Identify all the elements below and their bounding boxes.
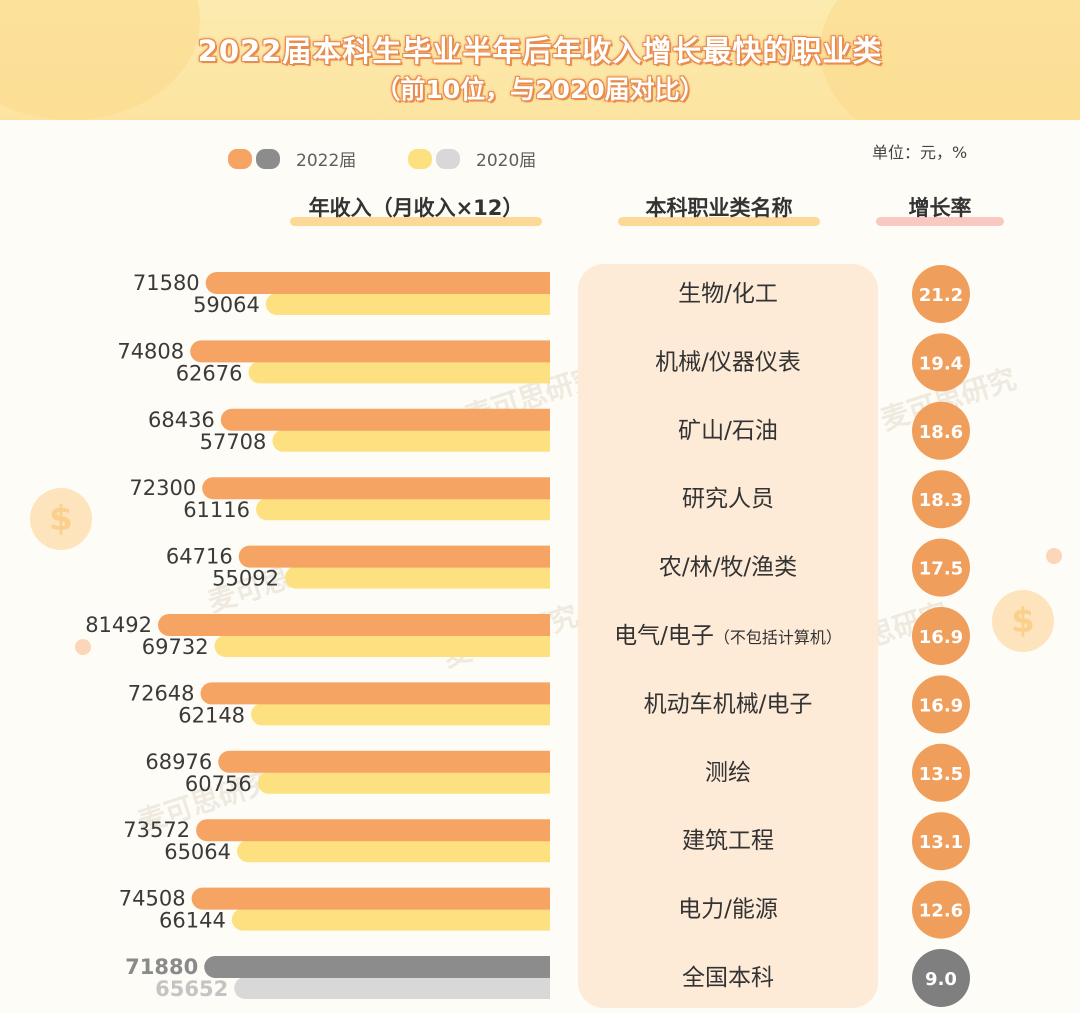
- growth-rate-label: 17.5: [919, 559, 963, 580]
- growth-rate-label: 19.4: [919, 353, 963, 374]
- growth-rate-circle: [912, 949, 970, 1007]
- growth-rate-circle: [912, 470, 970, 529]
- bar-2022: [205, 272, 550, 294]
- category-name-panel: [578, 264, 878, 1008]
- watermark: 麦可思研究: [438, 599, 583, 674]
- growth-rate-label: 16.9: [919, 695, 963, 716]
- legend-label-2020: 2020届: [476, 151, 537, 171]
- rate-column-header: 增长率: [876, 192, 1004, 226]
- bar-2020: [237, 840, 550, 863]
- bar-2020: [265, 293, 550, 315]
- growth-rate-circle: [912, 743, 970, 802]
- value-label-2022: 68976: [145, 750, 212, 774]
- value-label-2020: 66144: [159, 909, 226, 933]
- legend-swatch-2020: [408, 148, 432, 169]
- bar-2020: [272, 429, 550, 452]
- growth-rate-circle: [912, 675, 970, 734]
- bar-2020: [256, 498, 550, 521]
- growth-rate-circle: [912, 538, 970, 597]
- legend-swatch-2022: [228, 148, 252, 169]
- bar-2022: [196, 819, 550, 842]
- coin-decor-icon: $: [992, 590, 1054, 652]
- name-column-label: 本科职业类名称: [645, 196, 793, 220]
- chart-subtitle: （前10位，与2020届对比）: [375, 75, 705, 104]
- value-label-2022: 74508: [119, 887, 186, 911]
- value-label-2020: 62148: [178, 703, 245, 727]
- income-column-header: 年收入（月收入×12）: [290, 192, 542, 226]
- rate-column-label: 增长率: [908, 196, 972, 220]
- legend: 2022届: [228, 146, 356, 171]
- value-label-2020: 57708: [200, 430, 267, 454]
- growth-rate-label: 21.2: [919, 285, 963, 306]
- watermark: 麦可思研究: [876, 362, 1021, 437]
- value-label-2020: 62676: [176, 361, 243, 385]
- value-label-2022: 72648: [128, 681, 195, 705]
- value-label-2020: 69732: [142, 635, 209, 659]
- value-label-2022: 71580: [133, 271, 200, 295]
- bar-2020: [231, 908, 551, 931]
- watermark: 麦可思研究: [203, 544, 348, 619]
- value-label-2020: 61116: [183, 498, 250, 522]
- header-decor-blob: [820, 0, 1080, 120]
- legend-swatch-2022-total: [256, 148, 280, 169]
- growth-rate-label: 13.1: [919, 832, 963, 853]
- chart-title: 2022届本科生毕业半年后年收入增长最快的职业类: [197, 34, 883, 68]
- bar-2020: [257, 771, 550, 794]
- unit-note: 单位：元，%: [872, 143, 968, 162]
- value-label-2020: 59064: [193, 293, 260, 317]
- growth-rate-label: 18.3: [919, 490, 963, 511]
- bar-2020: [251, 703, 550, 726]
- bar-2020: [248, 361, 550, 384]
- decor-dot-icon: [75, 639, 91, 655]
- value-label-2022: 81492: [85, 613, 152, 637]
- name-column-header: 本科职业类名称: [618, 192, 820, 226]
- bar-2020: [234, 977, 551, 999]
- watermark: 麦可思研究: [133, 764, 278, 839]
- income-column-label: 年收入（月收入×12）: [308, 196, 524, 220]
- bar-2022: [191, 887, 550, 910]
- value-label-2022: 72300: [129, 476, 196, 500]
- growth-rate-circle: [912, 880, 970, 939]
- header-banner: 2022届本科生毕业半年后年收入增长最快的职业类 （前10位，与2020届对比）: [0, 0, 1080, 120]
- growth-rate-circle: [912, 265, 970, 323]
- bar-2022: [202, 477, 550, 500]
- value-label-2020: 65652: [155, 977, 228, 1001]
- growth-rate-label: 13.5: [919, 764, 963, 785]
- decor-dot-icon: [1046, 548, 1062, 564]
- growth-rate-label: 9.0: [925, 969, 957, 990]
- legend: 2020届: [408, 146, 536, 171]
- legend-swatch-2020-total: [436, 148, 460, 169]
- legend-label-2022: 2022届: [296, 151, 357, 171]
- value-label-2022: 68436: [148, 408, 215, 432]
- bar-2022: [200, 682, 550, 705]
- value-label-2022: 74808: [117, 339, 184, 363]
- value-label-2022: 64716: [166, 545, 233, 569]
- coin-decor-icon: $: [30, 488, 92, 550]
- growth-rate-label: 12.6: [919, 901, 963, 922]
- bar-2022: [190, 340, 550, 363]
- growth-rate-circle: [912, 812, 970, 871]
- value-label-2020: 65064: [164, 840, 231, 864]
- bar-2022: [204, 956, 550, 978]
- value-label-2022: 71880: [125, 955, 198, 979]
